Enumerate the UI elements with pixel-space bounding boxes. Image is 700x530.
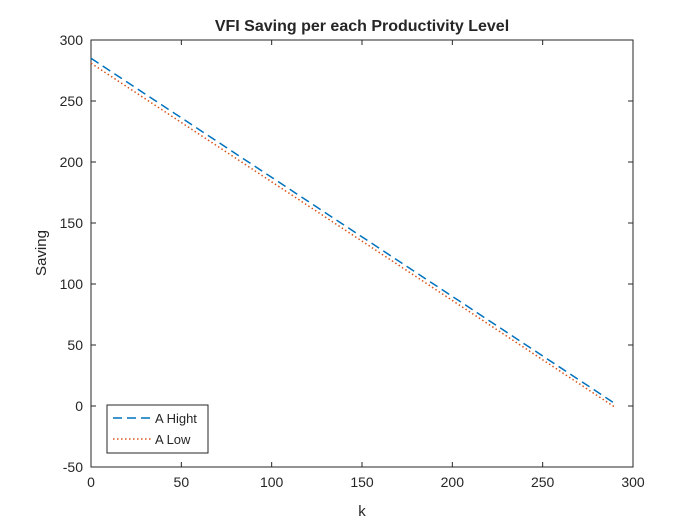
plot-area: [90, 39, 634, 468]
chart-title: VFI Saving per each Productivity Level: [215, 18, 509, 35]
y-tick-label: -50: [63, 459, 83, 475]
series-layer: [90, 57, 616, 408]
series-line-0: [90, 57, 616, 405]
y-tick-label: 150: [60, 215, 84, 231]
x-tick-label: 150: [350, 474, 374, 490]
legend: A Hight A Low: [106, 404, 209, 454]
series-line-1: [90, 62, 616, 408]
legend-label-0: A Hight: [155, 411, 197, 426]
legend-label-1: A Low: [155, 432, 191, 447]
y-tick-label: 200: [60, 154, 84, 170]
y-tick-label: 0: [75, 398, 83, 414]
x-tick-label: 250: [531, 474, 555, 490]
y-tick-label: 100: [60, 276, 84, 292]
legend-box: [106, 404, 209, 454]
x-tick-label: 100: [260, 474, 284, 490]
y-tick-label: 300: [60, 32, 84, 48]
y-tick-label: 250: [60, 93, 84, 109]
y-tick-label: 50: [67, 337, 83, 353]
y-axis-label: Saving: [33, 230, 50, 276]
x-tick-label: 200: [441, 474, 465, 490]
x-tick-label: 50: [174, 474, 190, 490]
x-tick-label: 300: [621, 474, 645, 490]
x-axis-label: k: [358, 503, 366, 520]
x-tick-label: 0: [87, 474, 95, 490]
